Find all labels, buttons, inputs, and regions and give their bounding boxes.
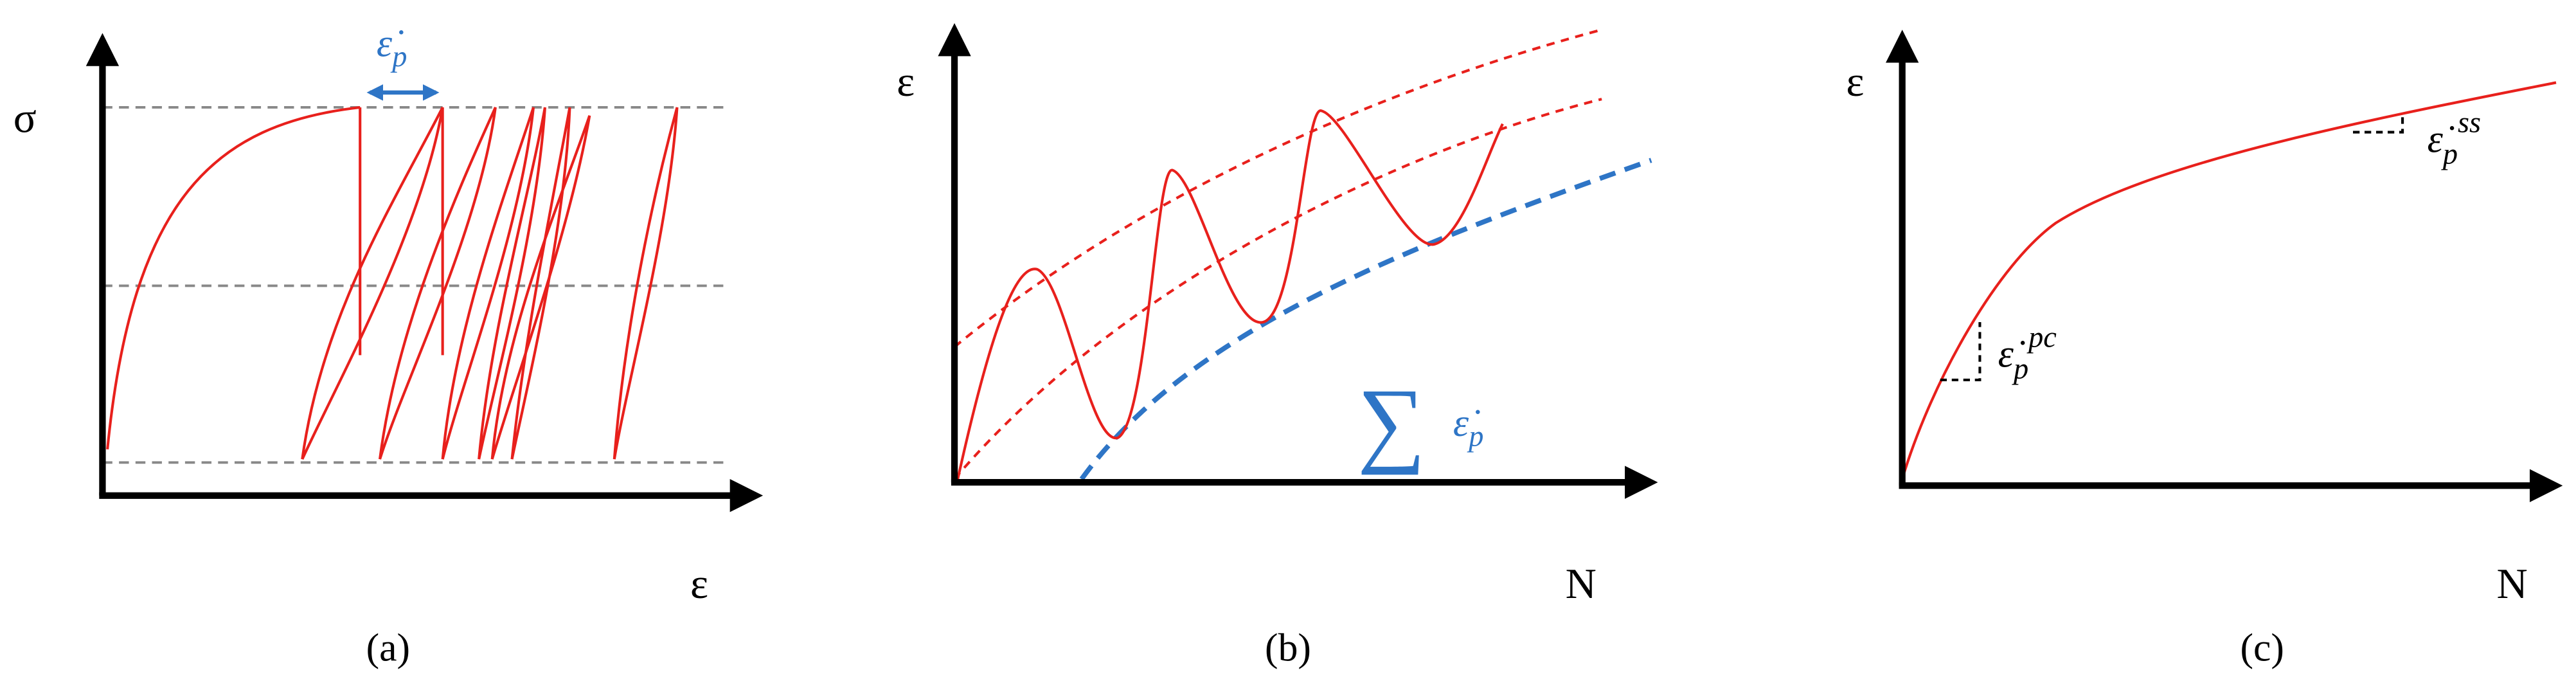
caption: (a) <box>366 626 410 670</box>
panel-a: ε̇p σ ε (a) <box>13 21 764 670</box>
x-axis-label: N <box>2497 560 2528 608</box>
hysteresis-loops <box>301 107 679 460</box>
strain-oscillation <box>956 109 1504 480</box>
accumulated-strain <box>1079 158 1652 481</box>
subscript: p <box>2441 138 2458 170</box>
caption: (c) <box>2241 626 2284 670</box>
superscript: pc <box>2026 321 2057 354</box>
rate-label: ε̇p <box>377 21 407 73</box>
strain-curve <box>1901 81 2557 480</box>
rate-label: ε̇p <box>1453 401 1483 453</box>
unloading-line <box>359 107 444 356</box>
y-axis-label: ε <box>1846 58 1864 105</box>
panel-c: ε̇pss ε̇ppc ε N (c) <box>1846 30 2563 670</box>
steady-rate-label: ε̇pss <box>2428 107 2481 171</box>
slope-triangle <box>2353 117 2404 134</box>
subscript: p <box>390 41 407 73</box>
x-axis-label: N <box>1566 560 1597 608</box>
sum-operator: ∑ <box>1357 369 1426 475</box>
x-axis-label: ε <box>690 560 708 608</box>
y-axis-label: σ <box>13 95 37 142</box>
upper-envelope <box>953 28 1602 349</box>
y-axis-label: ε <box>897 58 915 105</box>
subscript: p <box>1467 421 1483 453</box>
superscript: ss <box>2458 107 2481 140</box>
subscript: p <box>2012 352 2028 385</box>
primary-rate-label: ε̇ppc <box>1998 321 2057 385</box>
loading-curve <box>106 105 361 449</box>
panel-b: ∑ ε̇p ε N (b) <box>897 23 1658 670</box>
slope-triangle <box>1940 321 1981 381</box>
caption: (b) <box>1265 626 1311 670</box>
